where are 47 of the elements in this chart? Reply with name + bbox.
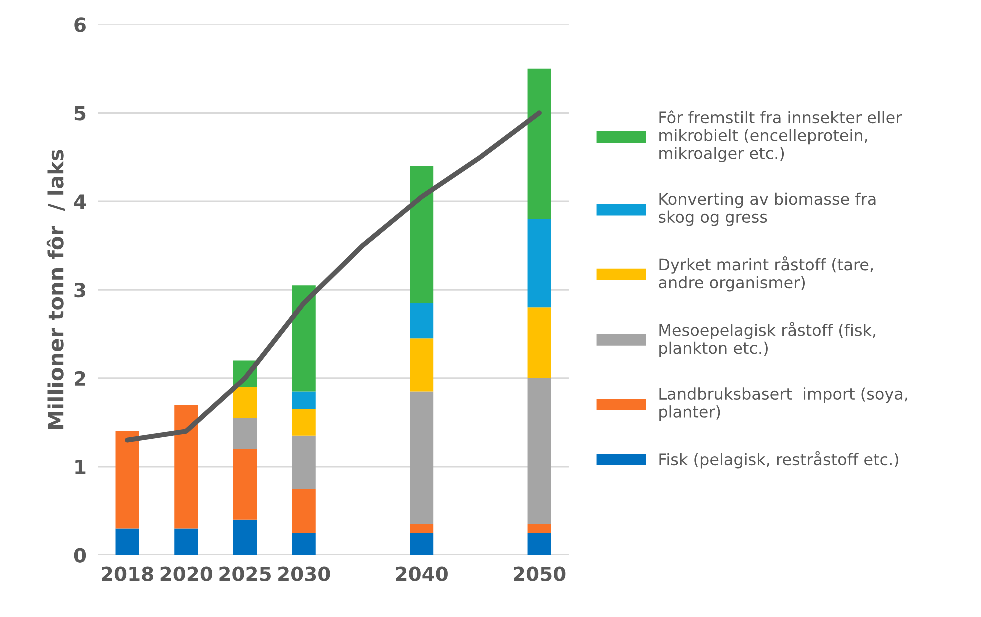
x-tick-label: 2050 bbox=[514, 566, 566, 582]
bar bbox=[292, 392, 316, 410]
y-tick-label: 4 bbox=[74, 194, 86, 209]
legend-label: Konverting av biomasse fra skog og gress bbox=[659, 192, 876, 226]
y-tick-label: 2 bbox=[74, 371, 86, 386]
bar bbox=[233, 449, 258, 520]
y-tick-label: 3 bbox=[74, 282, 86, 298]
y-tick-label: 6 bbox=[74, 18, 86, 32]
y-axis-title: Millioner tonn fôr / laks bbox=[46, 150, 66, 429]
y-tick-label: 5 bbox=[74, 106, 86, 121]
y-tick-label: 1 bbox=[76, 460, 86, 474]
x-tick-label: 2020 bbox=[160, 566, 213, 582]
legend-label: Fisk (pelagisk, restråstoff etc.) bbox=[660, 451, 898, 469]
bar bbox=[528, 533, 552, 556]
bar bbox=[528, 219, 552, 308]
bar bbox=[528, 524, 552, 534]
bar bbox=[528, 68, 552, 220]
x-tick-label: 2018 bbox=[102, 566, 154, 582]
bar bbox=[528, 308, 552, 378]
legend-label: Landbruksbasert import (soya, planter) bbox=[660, 388, 908, 422]
y-tick-label: 0 bbox=[74, 548, 86, 563]
bar bbox=[410, 338, 434, 392]
bar bbox=[292, 436, 316, 489]
bar bbox=[233, 520, 258, 556]
x-tick-label: 2040 bbox=[396, 566, 448, 582]
legend-label: Mesoepelagisk råstoff (fisk, plankton etc.) bbox=[660, 322, 876, 358]
bar bbox=[410, 303, 434, 339]
bar bbox=[410, 166, 434, 304]
bar bbox=[233, 418, 258, 450]
bar bbox=[410, 392, 434, 524]
bar bbox=[116, 528, 140, 556]
bar bbox=[292, 488, 316, 534]
bar bbox=[116, 431, 140, 529]
bar bbox=[410, 533, 434, 556]
bar bbox=[410, 524, 434, 534]
bar bbox=[174, 528, 198, 556]
bar bbox=[292, 286, 316, 392]
legend-label: Fôr fremstilt fra innsekter eller mikrobielt (encelleprotein, mikroalger etc.) bbox=[660, 110, 902, 162]
x-tick-label: 2030 bbox=[278, 566, 330, 582]
bar bbox=[292, 533, 316, 556]
x-tick-label: 2025 bbox=[220, 566, 271, 582]
bar bbox=[292, 409, 316, 436]
bar bbox=[528, 378, 552, 524]
legend-label: Dyrket marint råstoff (tare, andre organismer) bbox=[659, 256, 874, 292]
bar bbox=[174, 404, 198, 529]
bar bbox=[233, 387, 258, 418]
line-series bbox=[125, 110, 542, 443]
